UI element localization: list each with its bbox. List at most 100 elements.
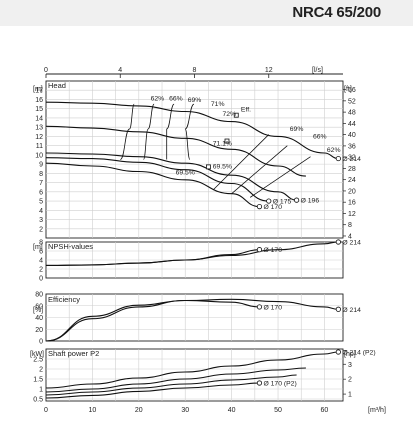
head-y-tick-label: 6 xyxy=(39,189,43,196)
npsh-y-tick-label: 0 xyxy=(39,276,43,283)
head-right-tick-label: 28 xyxy=(348,166,356,173)
duty-point-marker xyxy=(233,112,239,118)
npsh-series-label: Ø 214 xyxy=(342,240,361,247)
npsh-series-label: Ø 170 xyxy=(263,247,282,254)
head-y-tick-label: 3 xyxy=(39,217,43,224)
efficiency-curve-end-marker xyxy=(335,306,341,312)
power-curve xyxy=(45,367,306,393)
efficiency-label: 69% xyxy=(188,97,202,104)
top-axis-tick-label: 4 xyxy=(118,67,122,74)
iso-efficiency-line xyxy=(249,156,311,198)
title-bar: NRC4 65/200 xyxy=(0,0,413,26)
power-y-tick-label: 2.5 xyxy=(33,357,43,364)
npsh-y-tick-label: 8 xyxy=(39,240,43,247)
efficiency-series-label: Ø 170 xyxy=(263,304,282,311)
head-right-tick-label: 40 xyxy=(348,132,356,139)
duty-point-marker xyxy=(224,138,230,144)
efficiency-y-tick-label: 0 xyxy=(39,339,43,346)
head-right-tick-label: 8 xyxy=(348,222,352,229)
head-right-tick-label: 56 xyxy=(348,87,356,94)
efficiency-label: 69.5% xyxy=(213,164,232,171)
head-right-tick-label: 4 xyxy=(348,233,352,240)
head-right-tick-label: 52 xyxy=(348,98,356,105)
npsh-y-tick-label: 4 xyxy=(39,258,43,265)
head-curve xyxy=(45,101,339,160)
power-panel-frame xyxy=(45,348,344,402)
head-y-tick-label: 17 xyxy=(35,88,43,95)
head-y-tick-label: 4 xyxy=(39,208,43,215)
head-y-unit: [m] xyxy=(33,86,43,93)
head-right-tick-label: 48 xyxy=(348,110,356,117)
npsh-y-tick-label: 6 xyxy=(39,249,43,256)
head-series-label: Ø 214 xyxy=(342,156,361,163)
head-curve-end-marker xyxy=(266,198,272,204)
iso-efficiency-line xyxy=(119,103,135,160)
head-curve xyxy=(45,152,297,201)
head-right-tick-label: 16 xyxy=(348,200,356,207)
head-y-tick-label: 5 xyxy=(39,199,43,206)
efficiency-y-tick-label: 80 xyxy=(35,292,43,299)
power-right-tick-label: 1 xyxy=(348,392,352,399)
x-axis-tick-label: 0 xyxy=(44,407,48,414)
head-y-tick-label: 15 xyxy=(35,106,43,113)
head-right-tick-label: 36 xyxy=(348,143,356,150)
head-curve xyxy=(45,125,306,177)
npsh-curve xyxy=(45,249,260,266)
top-axis-tick-label: 0 xyxy=(44,67,48,74)
npsh-curve-end-marker xyxy=(256,247,263,253)
head-panel-frame xyxy=(45,80,344,239)
power-y-tick-label: 1 xyxy=(39,387,43,394)
top-axis-tick-label: 8 xyxy=(193,67,197,74)
efficiency-y-tick-label: 20 xyxy=(35,327,43,334)
power-y-unit: [kW] xyxy=(30,351,44,358)
efficiency-y-tick-label: 60 xyxy=(35,303,43,310)
head-right-tick-label: 12 xyxy=(348,211,356,218)
efficiency-series-label: Ø 214 xyxy=(342,307,361,314)
x-axis-tick-label: 60 xyxy=(321,407,329,414)
x-axis-tick-label: 30 xyxy=(181,407,189,414)
efficiency-label: 62% xyxy=(327,147,341,154)
head-right-tick-label: 24 xyxy=(348,177,356,184)
power-curve-end-marker xyxy=(256,380,263,386)
efficiency-y-tick-label: 40 xyxy=(35,315,43,322)
power-curve xyxy=(45,374,297,396)
power-panel-title: Shaft power P2 xyxy=(48,349,99,358)
iso-efficiency-line xyxy=(166,103,175,160)
head-series-label: Ø 170 xyxy=(263,204,282,211)
power-curve xyxy=(45,351,339,389)
iso-efficiency-line xyxy=(231,145,288,194)
npsh-panel-title: NPSH-values xyxy=(48,242,93,251)
head-right-tick-label: 20 xyxy=(348,188,356,195)
top-axis-tick-label: 12 xyxy=(265,67,273,74)
head-y-tick-label: 8 xyxy=(39,171,43,178)
efficiency-label: 71% xyxy=(211,101,225,108)
page-title: NRC4 65/200 xyxy=(292,4,381,21)
npsh-curve-end-marker xyxy=(335,239,341,245)
power-curve xyxy=(45,382,260,399)
x-axis-tick-label: 20 xyxy=(135,407,143,414)
power-curve-end-marker xyxy=(335,349,341,355)
head-right-tick-label: 32 xyxy=(348,155,356,162)
efficiency-curve-end-marker xyxy=(256,304,263,310)
efficiency-label: 66% xyxy=(169,95,183,102)
head-curve-end-marker xyxy=(256,204,263,210)
efficiency-label: 62% xyxy=(151,95,165,102)
efficiency-curve xyxy=(45,299,260,342)
efficiency-panel-title: Efficiency xyxy=(48,295,80,304)
best-efficiency-annotation: Eff. xyxy=(241,106,251,113)
power-series-label: Ø 214 (P2) xyxy=(342,350,375,357)
npsh-y-unit: [m] xyxy=(33,244,43,251)
x-axis-tick-label: 10 xyxy=(89,407,97,414)
iso-efficiency-line xyxy=(184,103,195,160)
efficiency-label: 72% xyxy=(223,111,237,118)
x-axis-tick-label: 50 xyxy=(274,407,282,414)
head-curve xyxy=(45,157,269,202)
x-axis-tick-label: 40 xyxy=(228,407,236,414)
efficiency-curve xyxy=(45,298,339,342)
iso-efficiency-line xyxy=(143,103,155,160)
efficiency-y-unit: [%] xyxy=(33,307,43,314)
power-right-tick-label: 3 xyxy=(348,362,352,369)
head-curve xyxy=(45,162,260,208)
head-y-tick-label: 11 xyxy=(36,143,43,150)
